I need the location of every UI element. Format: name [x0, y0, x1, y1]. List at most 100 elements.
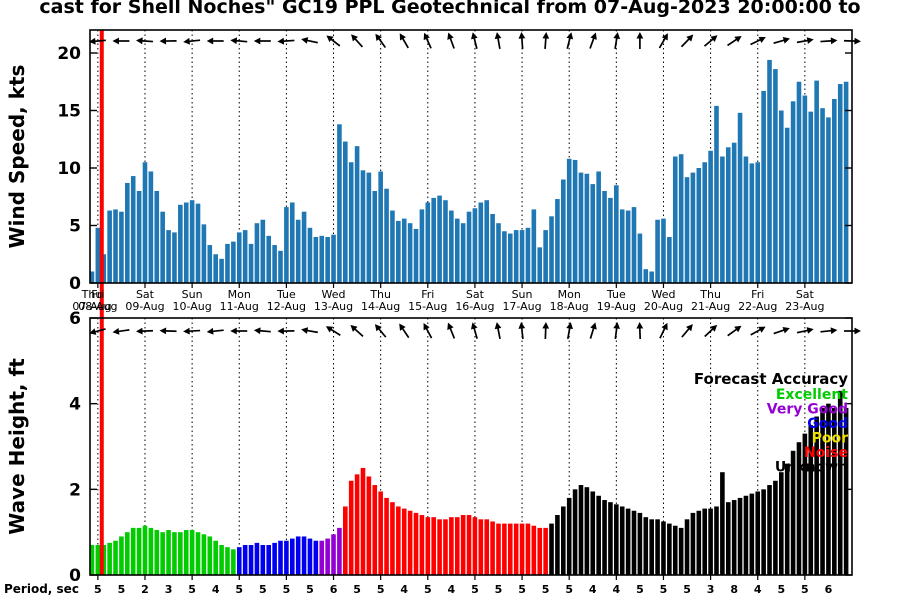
wave-bar [578, 485, 584, 575]
wind-direction-arrow-head [806, 37, 814, 44]
wind-direction-arrow-head [301, 37, 309, 44]
wind-direction-arrow-head [854, 37, 861, 45]
wind-bar [767, 59, 772, 283]
wave-direction-arrow-shaft [704, 327, 715, 338]
wave-bar [396, 506, 401, 575]
period-value: 5 [683, 583, 691, 596]
wave-bar [431, 517, 436, 575]
wind-bar [366, 172, 372, 283]
wave-bar [655, 519, 660, 575]
wind-bar [348, 162, 354, 283]
wave-direction-arrow-head [590, 322, 597, 330]
wave-bar [684, 519, 690, 575]
wave-direction-arrow [230, 327, 248, 335]
wave-direction-arrow [112, 327, 130, 335]
wave-bar [808, 425, 814, 575]
wind-bar [596, 171, 601, 283]
wave-bar [584, 487, 590, 575]
wave-bar [148, 527, 154, 575]
wave-bar [814, 416, 819, 575]
wind-direction-arrow [159, 37, 177, 45]
wind-direction-arrow [542, 32, 550, 50]
wind-bar [667, 237, 672, 283]
wave-bar [543, 527, 548, 575]
wind-bar [614, 185, 619, 283]
wind-bar [708, 150, 713, 283]
wave-bar [513, 523, 519, 575]
wave-direction-arrow-head [710, 324, 718, 332]
wave-bar [779, 472, 784, 575]
period-value: 5 [353, 583, 361, 596]
wind-bar [225, 243, 230, 283]
wind-bar [561, 179, 566, 283]
wind-bar [390, 210, 395, 283]
wind-direction-arrow [566, 32, 574, 49]
wave-bar [608, 502, 613, 575]
day-date-label: 14-Aug [361, 300, 400, 313]
wave-bar [561, 506, 566, 575]
wind-bar [832, 99, 837, 283]
wind-bar [584, 173, 590, 283]
wind-direction-arrow-head [351, 34, 358, 42]
wave-bar [572, 489, 578, 575]
wave-direction-arrow-head [542, 322, 550, 329]
wind-bar [655, 219, 660, 283]
wave-bar [619, 506, 625, 575]
wind-bar [113, 209, 118, 283]
wind-direction-arrow [88, 37, 106, 45]
wind-bar [189, 200, 195, 283]
wind-direction-arrow-shaft [614, 36, 618, 50]
wind-bar [672, 156, 678, 283]
day-weekday-label: Thu [81, 288, 103, 301]
wind-direction-arrow-head [136, 37, 143, 45]
wave-direction-arrow [773, 326, 790, 335]
wave-direction-arrow-shaft [425, 327, 433, 339]
wind-bar [608, 197, 613, 283]
period-value: 5 [518, 583, 526, 596]
chart-title: cast for Shell Noches" GC19 PPL Geotechn… [39, 0, 861, 18]
wind-bar [313, 237, 319, 283]
wind-direction-arrow-shaft [377, 37, 387, 48]
period-value: 5 [259, 583, 267, 596]
day-weekday-label: Sun [512, 288, 533, 301]
wind-bar [802, 95, 808, 283]
wave-bar [537, 527, 543, 575]
wind-bar [160, 211, 165, 283]
wave-direction-arrow [206, 327, 224, 335]
wave-bar [796, 442, 802, 575]
wind-bar [331, 234, 336, 283]
period-value: 4 [613, 583, 621, 596]
wave-bar [478, 519, 484, 575]
wind-direction-arrow-shaft [449, 36, 455, 49]
period-value: 2 [141, 583, 149, 596]
wave-bar [590, 491, 596, 575]
wave-bar [319, 540, 325, 575]
wave-direction-arrow [183, 327, 201, 335]
wind-bar [254, 223, 260, 283]
wind-direction-arrow-head [661, 33, 668, 41]
wind-direction-arrow [727, 35, 742, 47]
wind-bar [779, 110, 784, 283]
wave-bar [484, 519, 490, 575]
day-weekday-label: Thu [699, 288, 721, 301]
wind-ytick-label: 5 [69, 217, 81, 237]
wave-direction-arrow-head [399, 323, 406, 331]
wind-direction-arrow [471, 32, 478, 49]
wave-bar [596, 495, 601, 575]
wave-direction-arrow-shaft [659, 327, 666, 339]
wind-bar [460, 223, 466, 283]
period-value: 5 [565, 583, 573, 596]
wave-direction-arrow-head [854, 327, 861, 335]
wave-direction-arrow-head [159, 327, 167, 335]
wave-bar [637, 512, 643, 575]
wave-bar [313, 540, 319, 575]
period-value: 5 [283, 583, 291, 596]
wind-bar [731, 142, 737, 283]
wind-bar [236, 232, 242, 283]
wind-bar [242, 230, 248, 283]
wind-direction-arrow [326, 35, 341, 47]
wind-bar [272, 245, 277, 283]
wind-bar [107, 210, 112, 283]
wave-direction-arrow-shaft [496, 326, 501, 340]
